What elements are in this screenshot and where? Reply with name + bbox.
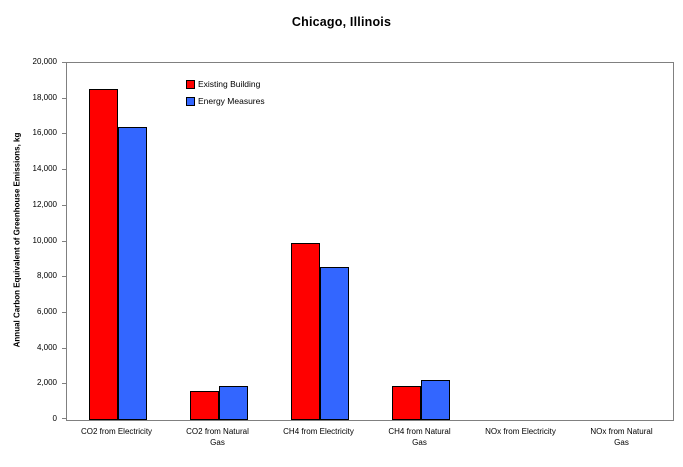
y-tick-mark <box>62 383 66 385</box>
bar-existing-building-co2-from-natural-gas <box>190 391 219 420</box>
y-tick-label: 18,000 <box>32 92 57 102</box>
y-tick-label: 4,000 <box>36 342 57 352</box>
y-tick-label: 8,000 <box>36 271 57 281</box>
y-tick-label: 0 <box>52 414 57 423</box>
chart-title: Chicago, Illinois <box>291 15 392 29</box>
bar-energy-measures-co2-from-natural-gas <box>219 386 248 420</box>
x-axis: CO2 from Electricity CO2 from Natural Gas… <box>66 426 672 466</box>
y-tick-mark <box>62 311 66 313</box>
y-tick-label: 14,000 <box>32 164 57 174</box>
legend-label: Energy Measures <box>198 96 265 106</box>
y-tick-mark <box>62 276 66 278</box>
x-axis-label-nox-from-natural-gas: NOx from Natural Gas <box>590 427 653 447</box>
y-tick-mark <box>62 204 66 206</box>
y-tick-label: 6,000 <box>36 306 57 316</box>
x-axis-label-ch4-from-natural-gas: CH4 from Natural Gas <box>388 427 451 447</box>
bar-existing-building-co2-from-electricity <box>89 89 118 420</box>
y-tick-label: 2,000 <box>36 378 57 388</box>
y-tick-mark <box>62 240 66 242</box>
y-tick-label: 20,000 <box>32 57 57 66</box>
y-tick-mark <box>62 133 66 135</box>
legend-label: Existing Building <box>198 79 261 89</box>
legend: Existing Building Energy Measures <box>186 79 265 113</box>
bar-energy-measures-co2-from-electricity <box>118 127 147 420</box>
plot-area: Existing Building Energy Measures <box>66 62 674 421</box>
legend-item-existing-building: Existing Building <box>186 79 265 89</box>
x-axis-label-ch4-from-electricity: CH4 from Electricity <box>283 427 354 436</box>
legend-item-energy-measures: Energy Measures <box>186 96 265 106</box>
x-axis-label-co2-from-electricity: CO2 from Electricity <box>80 427 153 436</box>
bar-existing-building-ch4-from-natural-gas <box>392 386 421 420</box>
y-tick-mark <box>62 62 66 63</box>
legend-swatch-icon <box>186 96 195 106</box>
x-axis-label-co2-from-natural-gas: CO2 from Natural Gas <box>186 427 249 447</box>
y-axis: 0 2,000 4,000 6,000 8,000 10,000 12,000 14,000 1… <box>0 57 66 423</box>
legend-swatch-icon <box>186 79 195 89</box>
y-tick-mark <box>62 97 66 99</box>
y-tick-label: 12,000 <box>32 199 57 209</box>
x-axis-label-nox-from-electricity: NOx from Electricity <box>485 427 556 436</box>
bar-energy-measures-ch4-from-natural-gas <box>421 380 450 420</box>
y-tick-mark <box>62 418 66 419</box>
y-tick-label: 16,000 <box>32 128 57 138</box>
bar-existing-building-ch4-from-electricity <box>291 243 320 420</box>
y-tick-mark <box>62 347 66 349</box>
y-tick-mark <box>62 169 66 171</box>
y-tick-label: 10,000 <box>32 235 57 245</box>
bar-energy-measures-ch4-from-electricity <box>320 267 349 420</box>
